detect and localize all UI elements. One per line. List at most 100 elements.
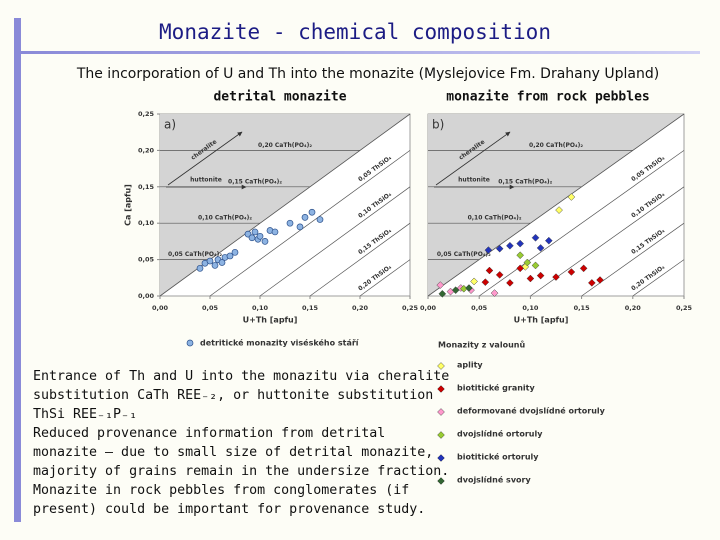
panel-label: b): [432, 118, 444, 132]
legend-label: detritické monazity viséského stáří: [200, 338, 360, 348]
y-tick-label: 0,00: [138, 292, 155, 300]
x-tick-label: 0,25: [402, 304, 419, 312]
point: [587, 279, 596, 287]
y-tick-label: 0,20: [138, 146, 155, 154]
body-line: ThSi REE₋₁P₋₁: [33, 407, 137, 422]
point: [596, 276, 604, 284]
point: [301, 214, 309, 221]
x-tick-label: 0,15: [574, 304, 591, 312]
point: [196, 264, 204, 272]
body-line: Entrance of Th and U into the monazitu v…: [33, 369, 449, 384]
guide-line: [309, 222, 411, 297]
arrow: [167, 131, 243, 186]
subtitle: The incorporation of U and Th into the m…: [76, 66, 659, 82]
point: [438, 289, 447, 298]
slide-title: Monazite - chemical composition: [159, 20, 551, 44]
point: [485, 266, 494, 275]
guide-line: [478, 150, 685, 297]
guide-label: 0,15 CaTh(PO₄)₂: [228, 178, 282, 185]
point: [251, 228, 259, 236]
body-line: monazite – due to small size of detrital…: [33, 445, 433, 460]
body-line: Monazite in rock pebbles from conglomera…: [33, 483, 409, 498]
panel-label: a): [164, 118, 176, 132]
point: [552, 273, 560, 281]
point: [226, 252, 234, 260]
point: [256, 232, 264, 240]
diagonal: [427, 113, 685, 297]
point: [516, 239, 525, 248]
x-tick-label: 0,00: [420, 304, 437, 312]
body-line: majority of grains remain in the undersi…: [33, 464, 449, 479]
x-axis-label: U+Th [apfu]: [243, 316, 298, 325]
point: [567, 193, 576, 201]
guide-label: 0,15 CaTh(PO₄)₂: [498, 178, 552, 185]
arrow-label: huttonite: [190, 177, 222, 184]
guide-line: [209, 150, 411, 297]
x-tick-label: 0,25: [676, 304, 693, 312]
panel-heading: monazite from rock pebbles: [446, 90, 650, 105]
guide-line: [632, 259, 685, 297]
legend-label: biotitické ortoruly: [457, 452, 539, 462]
x-tick-label: 0,00: [152, 304, 169, 312]
point: [526, 274, 535, 283]
x-tick-label: 0,10: [252, 304, 269, 312]
guide-label: 0,05 CaTh(PO₄)₂: [437, 251, 491, 258]
point: [218, 259, 226, 266]
x-tick-label: 0,05: [471, 304, 488, 312]
point: [436, 281, 445, 289]
arrow-label: huttonite: [458, 177, 490, 184]
guide-line: [581, 222, 685, 297]
point: [516, 264, 525, 273]
point: [248, 234, 256, 242]
point: [271, 228, 279, 236]
point: [484, 246, 493, 254]
guide-label: 0,20 CaTh(PO₄)₂: [258, 142, 312, 149]
side-bar: [14, 18, 21, 522]
point: [231, 248, 239, 256]
point: [206, 257, 214, 265]
x-tick-label: 0,20: [352, 304, 369, 312]
legend-label: biotitické granity: [457, 383, 535, 393]
legend-swatch: [437, 362, 445, 370]
point: [470, 277, 478, 286]
point: [506, 279, 514, 287]
y-tick-label: 0,05: [138, 256, 155, 264]
point: [516, 251, 525, 260]
point: [567, 268, 576, 276]
x-tick-label: 0,15: [302, 304, 319, 312]
legend-label: dvojslídné ortoruly: [457, 429, 543, 439]
legend-swatch: [437, 477, 445, 485]
guide-label: 0,10 CaTh(PO₄)₂: [468, 215, 522, 222]
legend-label: aplity: [457, 361, 483, 370]
point: [536, 271, 545, 280]
x-tick-label: 0,20: [625, 304, 642, 312]
point: [465, 284, 473, 292]
point: [261, 238, 269, 245]
point: [579, 264, 588, 273]
guide-line: [259, 186, 411, 297]
guide-label: 0,05 CaTh(PO₄)₂: [168, 251, 222, 258]
body-line: Reduced provenance information from detr…: [33, 426, 385, 441]
panel-heading: detrital monazite: [213, 90, 346, 105]
point: [481, 278, 490, 287]
title-rule: [21, 51, 700, 54]
guide-line: [359, 259, 411, 297]
legend-swatch: [437, 454, 445, 462]
legend-title: Monazity z valounů: [438, 340, 525, 350]
legend-swatch: [437, 408, 445, 416]
legend-label: deformované dvojslídné ortoruly: [457, 406, 606, 416]
body-line: substitution CaTh REE₋₂, or huttonite su…: [33, 388, 433, 403]
point: [506, 241, 514, 250]
guide-label: 0,10 CaTh(PO₄)₂: [198, 215, 252, 222]
point: [555, 206, 563, 214]
y-axis-label: Ca [apfu]: [124, 184, 133, 226]
point: [286, 219, 294, 227]
point: [490, 289, 499, 297]
point: [308, 208, 316, 216]
point: [495, 244, 504, 253]
point: [523, 258, 532, 267]
legend-swatch: [186, 339, 194, 347]
guide-label: 0,20 CaTh(PO₄)₂: [529, 142, 583, 149]
point: [536, 244, 545, 252]
